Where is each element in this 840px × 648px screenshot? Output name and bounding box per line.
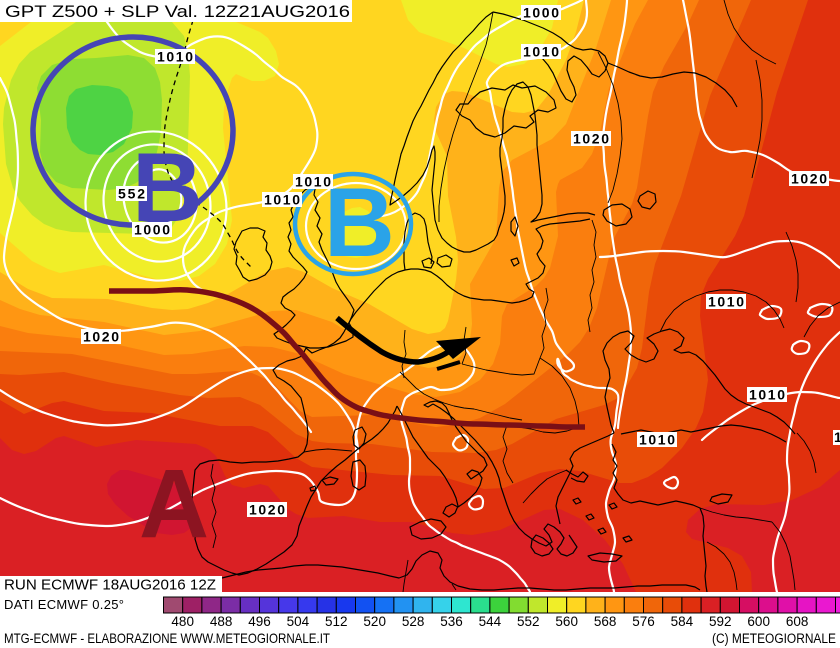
svg-text:544: 544 (479, 614, 502, 629)
svg-text:520: 520 (363, 614, 386, 629)
svg-text:568: 568 (594, 614, 617, 629)
svg-text:1010: 1010 (157, 49, 193, 65)
svg-text:552: 552 (118, 186, 145, 202)
svg-text:480: 480 (171, 614, 194, 629)
svg-text:1020: 1020 (791, 171, 827, 187)
svg-text:DATI ECMWF 0.25°: DATI ECMWF 0.25° (4, 597, 124, 612)
svg-text:528: 528 (402, 614, 425, 629)
svg-text:1020: 1020 (83, 329, 119, 345)
svg-text:496: 496 (248, 614, 271, 629)
svg-text:1010: 1010 (295, 174, 331, 190)
svg-text:A: A (139, 449, 209, 558)
svg-text:B: B (324, 167, 395, 277)
svg-text:504: 504 (287, 614, 310, 629)
svg-text:1020: 1020 (573, 131, 609, 147)
svg-text:1020: 1020 (249, 502, 285, 518)
svg-text:(C) METEOGIORNALE: (C) METEOGIORNALE (712, 631, 836, 646)
svg-text:560: 560 (555, 614, 578, 629)
svg-text:576: 576 (632, 614, 655, 629)
svg-text:584: 584 (671, 614, 694, 629)
svg-text:512: 512 (325, 614, 348, 629)
svg-text:1000: 1000 (523, 5, 559, 21)
svg-text:1010: 1010 (264, 192, 300, 208)
svg-text:1010: 1010 (523, 44, 559, 60)
svg-text:GPT Z500 + SLP Val. 12Z21AUG20: GPT Z500 + SLP Val. 12Z21AUG2016 (5, 2, 350, 21)
svg-text:552: 552 (517, 614, 540, 629)
svg-text:1: 1 (834, 429, 840, 445)
svg-text:536: 536 (440, 614, 463, 629)
svg-text:600: 600 (747, 614, 770, 629)
svg-text:MTG-ECMWF - ELABORAZIONE WWW.M: MTG-ECMWF - ELABORAZIONE WWW.METEOGIORNA… (4, 630, 330, 646)
svg-text:1010: 1010 (749, 387, 785, 403)
svg-text:1000: 1000 (134, 222, 170, 238)
svg-text:488: 488 (210, 614, 233, 629)
svg-text:RUN ECMWF 18AUG2016 12Z: RUN ECMWF 18AUG2016 12Z (4, 577, 216, 594)
svg-text:608: 608 (786, 614, 809, 629)
svg-text:592: 592 (709, 614, 732, 629)
svg-text:1010: 1010 (639, 432, 675, 448)
svg-text:1010: 1010 (708, 294, 744, 310)
